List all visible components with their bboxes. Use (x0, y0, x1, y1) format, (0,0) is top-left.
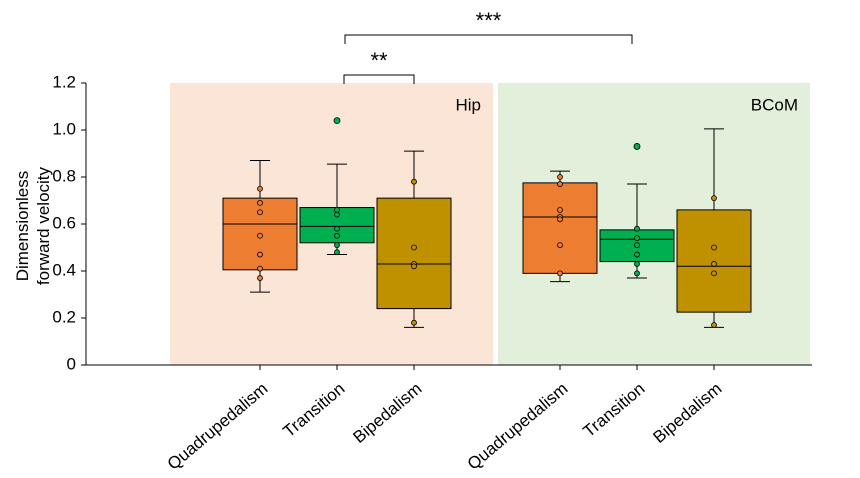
data-point (557, 206, 563, 213)
data-point (257, 232, 263, 239)
panel-label: BCoM (751, 95, 798, 114)
data-point (711, 261, 717, 267)
y-tick-label: 0.4 (52, 260, 76, 279)
significance-bracket (344, 34, 633, 44)
outlier (333, 117, 341, 124)
data-point (257, 265, 263, 272)
significance-label: *** (476, 8, 502, 33)
y-tick-label: 0.2 (52, 307, 76, 326)
data-point (634, 242, 640, 249)
data-point (634, 235, 640, 242)
data-point (711, 244, 717, 251)
data-point (334, 249, 340, 256)
data-point (557, 216, 563, 223)
data-point (334, 211, 340, 218)
data-point (711, 195, 717, 202)
significance-label: ** (370, 48, 388, 73)
y-tick-label: 0 (67, 354, 76, 373)
data-point (411, 319, 417, 326)
data-point (411, 178, 417, 185)
data-point (411, 244, 417, 251)
x-tick-label: Quadrupedalism (464, 379, 572, 474)
data-point (634, 251, 640, 258)
box (522, 182, 598, 274)
data-point (634, 270, 640, 277)
x-tick-label: Transition (580, 379, 649, 441)
data-point (334, 242, 340, 249)
data-point (711, 270, 717, 277)
x-tick-label: Quadrupedalism (164, 379, 272, 474)
data-point (557, 174, 563, 180)
data-point (634, 225, 640, 232)
data-point (711, 322, 717, 328)
y-tick-label: 1.0 (52, 119, 76, 138)
y-axis-label: Dimensionless forward velocity (13, 166, 53, 286)
y-tick-label: 1.2 (52, 72, 76, 91)
y-tick-label: 0.6 (52, 213, 76, 232)
x-tick-label: Transition (280, 379, 349, 441)
data-point (257, 275, 263, 281)
data-point (557, 181, 563, 187)
data-point (557, 242, 563, 249)
data-point (257, 199, 263, 206)
data-point (411, 263, 417, 270)
data-point (334, 206, 340, 213)
data-point (257, 185, 263, 192)
outlier (633, 143, 641, 150)
box (676, 209, 752, 313)
data-point (257, 209, 263, 216)
y-tick-label: 0.8 (52, 166, 76, 185)
significance-bracket (343, 74, 415, 84)
panel-label: Hip (455, 95, 481, 114)
x-tick-label: Bipedalism (350, 379, 426, 447)
data-point (557, 270, 563, 277)
data-point (334, 225, 340, 232)
x-tick-label: Bipedalism (650, 379, 726, 447)
box (376, 197, 452, 310)
data-point (257, 251, 263, 258)
data-point (334, 232, 340, 239)
data-point (634, 261, 640, 267)
